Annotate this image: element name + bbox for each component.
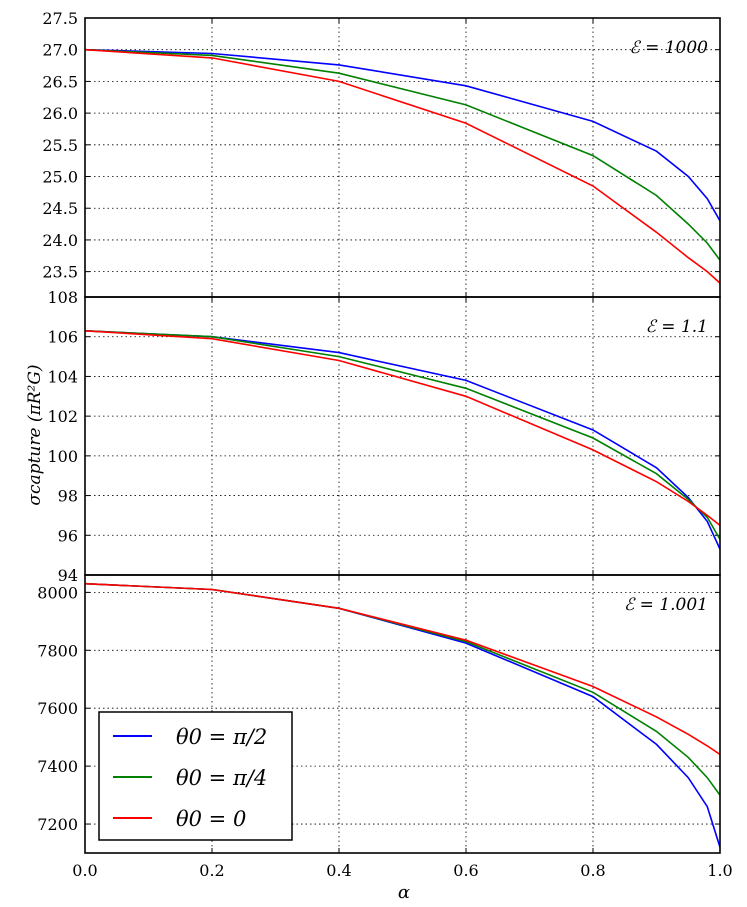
- y-tick-label: 7400: [37, 757, 78, 776]
- series-line-1: [85, 48, 720, 222]
- y-tick-label: 102: [47, 407, 78, 426]
- panel-frame: [84, 574, 721, 854]
- y-tick-label: 96: [58, 526, 78, 545]
- y-tick-label: 25.0: [42, 168, 78, 187]
- series-line-1: [85, 330, 720, 550]
- series-line-3: [85, 582, 720, 756]
- y-tick-label: 24.0: [42, 231, 78, 250]
- x-tick-label: 0.0: [72, 861, 97, 880]
- y-tick-label: 7600: [37, 699, 78, 718]
- legend: θ0 = π/2 θ0 = π/4 θ0 = 0: [98, 711, 293, 841]
- y-axis-label: σcapture (πR²G): [25, 364, 45, 505]
- panel-annotation: ℰ = 1.001: [624, 595, 708, 615]
- y-tick-label: 108: [47, 288, 78, 307]
- y-tick-label: 104: [47, 367, 78, 386]
- panel-frame: [84, 17, 721, 298]
- legend-label-1: θ0 = π/2: [176, 725, 267, 749]
- y-tick-label: 7800: [37, 641, 78, 660]
- panel-1: 23.5 24.0 24.5 25.0 25.5 26.0 26.5 27.0 27.5 ℰ = …: [42, 9, 721, 298]
- y-tick-label: 98: [58, 487, 78, 506]
- y-tick-label: 100: [47, 447, 78, 466]
- series-line-3: [85, 330, 720, 527]
- panel-annotation: ℰ = 1.1: [646, 317, 708, 337]
- y-tick-label: 27.5: [42, 9, 78, 28]
- x-tick-label: 1.0: [707, 861, 732, 880]
- y-tick-label: 26.0: [42, 104, 78, 123]
- y-tick-label: 23.5: [42, 263, 78, 282]
- y-tick-label: 27.0: [42, 41, 78, 60]
- panel-frame: [84, 296, 721, 576]
- panel-2: 94 96 98 100 102 104 106 108 ℰ = 1.1: [47, 288, 721, 585]
- legend-label-3: θ0 = 0: [176, 807, 246, 831]
- y-tick-label: 8000: [37, 583, 78, 602]
- series-line-2: [85, 330, 720, 540]
- y-tick-label: 106: [47, 328, 78, 347]
- x-tick-label: 0.2: [199, 861, 224, 880]
- x-axis-label: α: [398, 882, 410, 903]
- x-tick-label: 0.8: [580, 861, 605, 880]
- y-tick-label: 24.5: [42, 199, 78, 218]
- panels: 23.5 24.0 24.5 25.0 25.5 26.0 26.5 27.0 27.5 ℰ = …: [37, 9, 732, 880]
- x-tick-label: 0.4: [326, 861, 351, 880]
- y-tick-label: 7200: [37, 815, 78, 834]
- panel-3: 7200 7400 7600 7800 8000 ℰ = 1.001: [37, 574, 721, 854]
- panel-annotation: ℰ = 1000: [629, 38, 708, 58]
- series-line-3: [85, 48, 720, 284]
- series-line-2: [85, 48, 720, 261]
- y-tick-label: 26.5: [42, 72, 78, 91]
- x-tick-label: 0.6: [453, 861, 478, 880]
- y-tick-label: 94: [58, 566, 78, 585]
- legend-label-2: θ0 = π/4: [176, 766, 267, 790]
- y-tick-label: 25.5: [42, 136, 78, 155]
